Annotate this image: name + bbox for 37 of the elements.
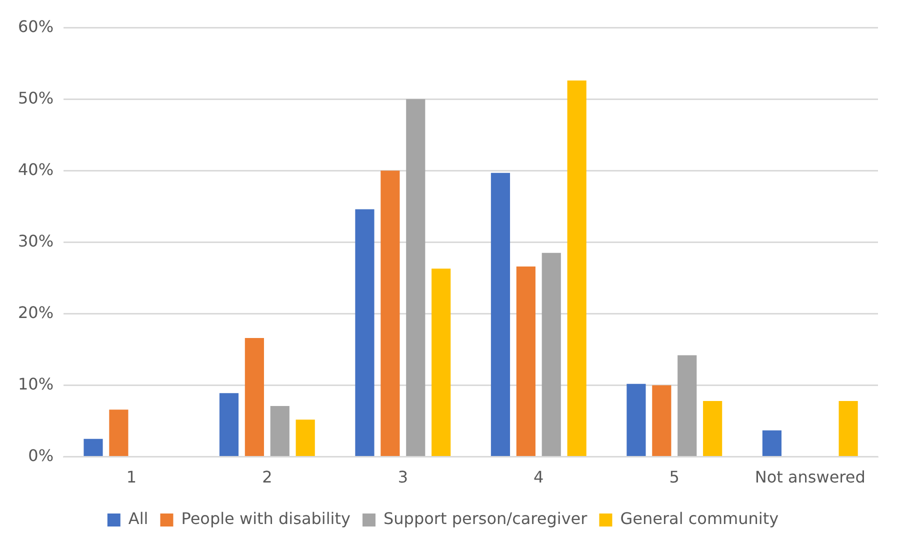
bar bbox=[296, 420, 315, 456]
bar bbox=[380, 170, 400, 456]
bar bbox=[355, 209, 374, 456]
bar bbox=[567, 80, 586, 456]
y-tick-label: 0% bbox=[28, 446, 54, 465]
y-tick-label: 40% bbox=[18, 160, 54, 179]
bar bbox=[219, 393, 239, 456]
y-tick-label: 30% bbox=[18, 231, 54, 250]
legend-label: Support person/caregiver bbox=[383, 509, 588, 528]
bar bbox=[270, 406, 290, 456]
y-tick-label: 50% bbox=[18, 88, 54, 108]
x-tick-label: 4 bbox=[534, 468, 544, 487]
x-tick-label: Not answered bbox=[754, 468, 866, 487]
y-tick-label: 20% bbox=[18, 302, 54, 322]
x-tick-label: 5 bbox=[669, 468, 680, 487]
bar bbox=[84, 438, 103, 456]
y-tick-label: 60% bbox=[18, 16, 54, 36]
x-tick-label: 2 bbox=[262, 468, 272, 487]
bar bbox=[406, 99, 426, 456]
legend-label: General community bbox=[620, 509, 779, 528]
legend-label: All bbox=[128, 509, 148, 528]
bar bbox=[652, 385, 672, 456]
bar bbox=[109, 410, 128, 456]
bar bbox=[762, 430, 782, 456]
y-tick-label: 10% bbox=[18, 374, 54, 394]
bar bbox=[678, 355, 697, 456]
bar bbox=[490, 172, 510, 456]
legend-label: People with disability bbox=[181, 509, 350, 528]
x-tick-label: 3 bbox=[398, 468, 408, 487]
bar bbox=[626, 384, 646, 456]
bar bbox=[838, 401, 858, 456]
bar bbox=[244, 338, 264, 456]
bar bbox=[703, 401, 722, 456]
bar bbox=[542, 252, 561, 456]
x-tick-label: 1 bbox=[126, 468, 137, 487]
bar bbox=[432, 268, 451, 456]
bar bbox=[516, 266, 536, 456]
